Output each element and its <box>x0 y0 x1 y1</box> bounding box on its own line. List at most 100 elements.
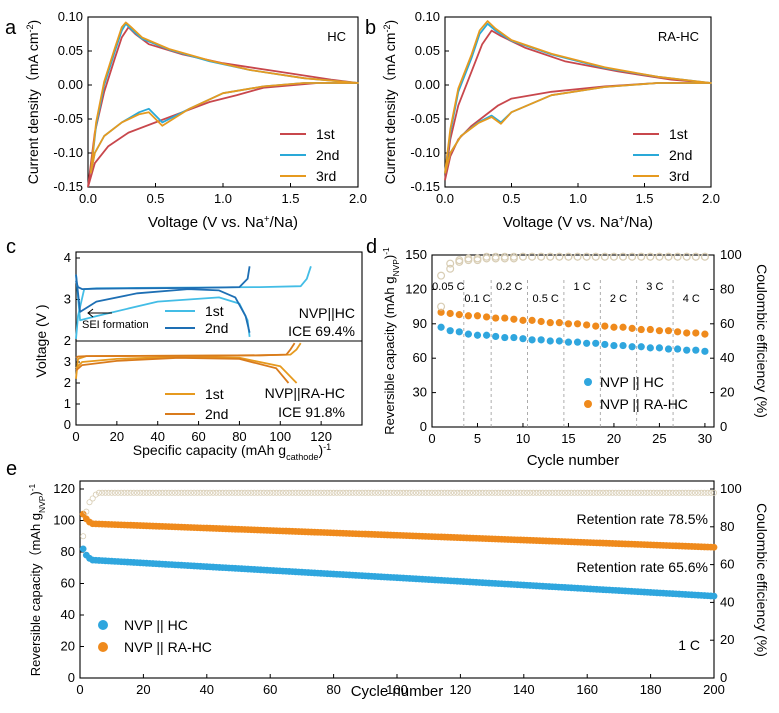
y2-tick-label: 0 <box>720 419 727 434</box>
ce-point <box>232 489 239 496</box>
data-point <box>564 320 573 328</box>
y-tick-label: 120 <box>405 281 427 296</box>
y-tick-label: 60 <box>61 576 75 591</box>
panel-label: a <box>5 17 17 39</box>
ce-point <box>96 489 103 496</box>
ce-point <box>324 489 331 496</box>
ce-point <box>571 489 578 496</box>
y-tick-label: 4 <box>64 250 71 265</box>
data-point <box>464 330 472 338</box>
cell-name: NVP||RA-HC <box>265 385 345 401</box>
ce-point <box>691 489 698 496</box>
ce-point <box>203 489 210 496</box>
ce-point <box>413 489 420 496</box>
ce-point <box>248 489 255 496</box>
ce-point <box>286 489 293 496</box>
y-tick-label: 1 <box>64 396 71 411</box>
series-1st <box>87 26 359 188</box>
y2-tick-label: 40 <box>720 594 734 609</box>
ce-point <box>267 489 274 496</box>
ce-point <box>444 489 451 496</box>
ce-point <box>330 489 337 496</box>
x-axis-title: Cycle number <box>527 452 620 469</box>
y-tick-label: -0.10 <box>410 145 440 160</box>
ce-point <box>191 489 198 496</box>
legend-label: NVP || RA-HC <box>600 396 688 412</box>
x-tick-label: 80 <box>232 429 246 444</box>
ce-point <box>403 489 410 496</box>
cell-name: NVP||HC <box>299 305 355 321</box>
ce-point <box>473 489 480 496</box>
data-point <box>519 335 527 343</box>
data-point <box>664 327 673 335</box>
ce-point <box>533 489 540 496</box>
ce-point <box>308 489 315 496</box>
x-tick-label: 5 <box>474 431 481 446</box>
x-tick-label: 1.5 <box>281 191 299 206</box>
ce-point <box>584 489 591 496</box>
ce-point <box>134 489 141 496</box>
x-tick-label: 40 <box>200 682 214 697</box>
data-point <box>455 311 463 319</box>
ce-point <box>241 489 248 496</box>
data-point <box>601 322 609 330</box>
x-tick-label: 120 <box>450 682 472 697</box>
panel-label: b <box>365 17 376 39</box>
rate-label: 2 C <box>610 293 627 305</box>
ce-point <box>175 489 182 496</box>
ce-point <box>349 489 356 496</box>
ce-point <box>187 489 194 496</box>
y2-tick-label: 60 <box>720 557 734 572</box>
data-point <box>546 319 554 327</box>
x-tick-label: 20 <box>136 682 150 697</box>
y2-tick-label: 100 <box>720 247 742 262</box>
data-point <box>437 308 445 316</box>
ce-point <box>707 489 714 496</box>
x-tick-label: 0 <box>76 682 83 697</box>
ce-point <box>619 489 626 496</box>
y-tick-label: 0.05 <box>415 43 440 58</box>
data-point <box>646 325 654 334</box>
ce-point <box>352 489 359 496</box>
ce-point <box>464 254 473 263</box>
ce-point <box>425 489 432 496</box>
y-tick-label: 100 <box>53 513 75 528</box>
data-point <box>528 336 536 344</box>
ce-point <box>108 489 115 496</box>
y-tick-label: 2 <box>64 375 71 390</box>
panel-label: c <box>6 236 16 258</box>
y-tick-label: 120 <box>53 481 75 496</box>
ce-point <box>691 252 700 261</box>
ce-point <box>419 489 426 496</box>
ce-point <box>698 489 705 496</box>
ce-point <box>666 489 673 496</box>
ce-point <box>669 489 676 496</box>
data-point <box>683 329 691 337</box>
legend-marker <box>584 378 592 386</box>
ce-point <box>397 489 404 496</box>
x-tick-label: 1.0 <box>569 191 587 206</box>
ce-point <box>251 489 258 496</box>
ce-point <box>273 489 280 496</box>
ce-point <box>447 489 454 496</box>
ce-point <box>704 489 711 496</box>
ce-point <box>463 489 470 496</box>
ce-point <box>355 489 362 496</box>
plot-frame <box>431 254 715 428</box>
ce-point <box>564 252 573 261</box>
rate-label: 1 C <box>678 637 700 653</box>
ce-point <box>302 489 309 496</box>
data-point <box>701 330 709 338</box>
legend-label: 1st <box>205 386 224 402</box>
series-3rd <box>89 21 359 174</box>
ce-point <box>546 489 553 496</box>
y-tick-label: 90 <box>413 316 427 331</box>
data-point <box>583 339 591 347</box>
ce-point <box>509 252 518 261</box>
ce-point <box>660 489 667 496</box>
data-point <box>455 328 463 336</box>
y-axis-title: Reversible capacity (mAh gNVP)-1 <box>381 247 401 435</box>
y-tick-label: -0.05 <box>410 111 440 126</box>
x-tick-label: 120 <box>310 429 332 444</box>
ce-point <box>86 499 93 506</box>
